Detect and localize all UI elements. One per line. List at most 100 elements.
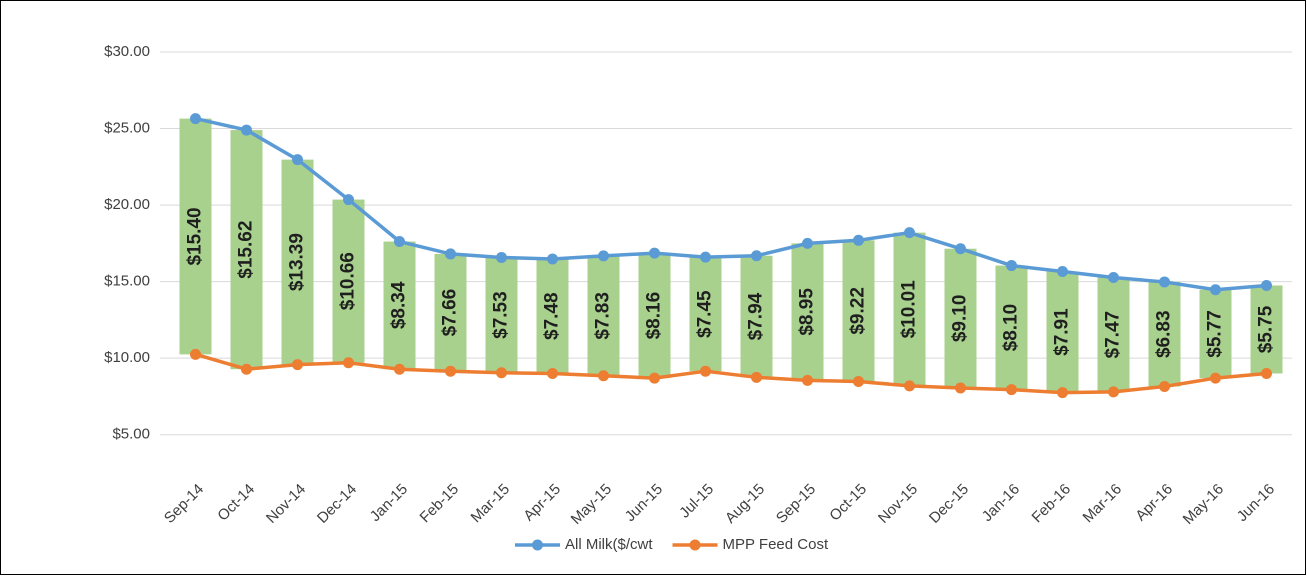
series-marker	[1057, 266, 1068, 278]
y-tick-label: $25.00	[104, 120, 150, 137]
series-marker	[394, 236, 405, 248]
series-marker	[292, 154, 303, 166]
series-marker	[1210, 284, 1221, 296]
series-marker	[955, 243, 966, 255]
value-label: $13.39	[287, 233, 308, 291]
series-marker	[292, 359, 303, 371]
margin-bar	[179, 118, 212, 355]
value-label: $6.83	[1154, 310, 1175, 358]
series-marker	[700, 365, 711, 377]
y-tick-label: $10.00	[104, 349, 150, 366]
value-label: $7.91	[1052, 308, 1073, 356]
series-marker	[547, 367, 558, 379]
value-label: $7.47	[1103, 311, 1124, 359]
series-marker	[1159, 381, 1170, 393]
margin-bar	[740, 255, 773, 378]
legend-label: MPP Feed Cost	[723, 536, 829, 553]
series-marker	[1108, 272, 1119, 284]
value-label: $7.53	[491, 291, 512, 339]
series-marker	[904, 380, 915, 392]
series-marker	[649, 372, 660, 384]
series-marker	[1006, 384, 1017, 396]
series-marker	[1057, 387, 1068, 399]
series-marker	[1108, 386, 1119, 398]
margin-bar	[1046, 271, 1079, 393]
series-marker	[1006, 260, 1017, 272]
margin-bar	[1199, 289, 1232, 379]
margin-bar	[791, 243, 824, 381]
series-marker	[598, 250, 609, 262]
series-marker	[700, 251, 711, 263]
y-tick-label: $20.00	[104, 196, 150, 213]
series-marker	[802, 374, 813, 386]
margin-bar	[1097, 277, 1130, 392]
series-marker	[496, 251, 507, 263]
series-marker	[904, 227, 915, 239]
series-marker	[241, 124, 252, 136]
value-label: $5.77	[1205, 310, 1226, 358]
value-label: $10.66	[338, 252, 359, 310]
series-marker	[547, 253, 558, 265]
series-marker	[394, 363, 405, 375]
value-label: $7.45	[695, 290, 716, 338]
series-marker	[445, 365, 456, 377]
margin-bar	[944, 248, 977, 389]
margin-bar	[536, 258, 569, 374]
margin-bar	[281, 159, 314, 365]
series-line	[195, 352, 1267, 395]
series-marker	[496, 367, 507, 379]
value-label: $8.95	[797, 288, 818, 336]
value-label: $9.10	[950, 295, 971, 343]
margin-bar	[893, 232, 926, 386]
margin-bar	[995, 265, 1028, 390]
series-marker	[853, 375, 864, 387]
margin-bar	[689, 257, 722, 372]
series-marker	[343, 194, 354, 206]
series-marker	[598, 370, 609, 382]
legend-label: All Milk($/cwt	[565, 536, 653, 553]
margin-bar	[230, 130, 263, 370]
legend-marker	[689, 539, 701, 551]
series-marker	[649, 247, 660, 259]
series-marker	[751, 250, 762, 262]
legend-marker	[532, 539, 543, 551]
margin-bar	[1148, 281, 1181, 387]
series-marker	[853, 234, 864, 246]
margin-bar	[638, 253, 671, 379]
margin-bar	[434, 253, 467, 372]
value-label: $5.75	[1256, 305, 1277, 353]
margin-bar	[485, 257, 518, 373]
series-marker	[445, 248, 456, 260]
series-marker	[1261, 367, 1272, 379]
series-line	[195, 116, 1267, 292]
value-label: $15.62	[236, 221, 257, 279]
value-label: $15.40	[185, 207, 206, 265]
value-label: $8.16	[644, 292, 665, 340]
value-label: $8.34	[389, 281, 410, 329]
series-marker	[1261, 279, 1272, 291]
value-label: $10.01	[899, 280, 920, 339]
series-marker	[343, 357, 354, 369]
series-marker	[955, 382, 966, 394]
series-marker	[802, 237, 813, 249]
margin-bar	[1250, 285, 1283, 374]
y-tick-label: $5.00	[112, 426, 150, 443]
series-marker	[190, 348, 201, 360]
series-marker	[241, 363, 252, 375]
value-label: $7.66	[440, 289, 461, 337]
margin-bar	[332, 199, 365, 363]
y-tick-label: $30.00	[104, 43, 150, 60]
series-marker	[1210, 372, 1221, 384]
value-label: $7.48	[542, 292, 563, 340]
value-label: $9.22	[848, 287, 869, 335]
value-label: $7.83	[593, 292, 614, 340]
series-marker	[190, 113, 201, 125]
y-tick-label: $15.00	[104, 273, 150, 290]
margin-bar	[842, 240, 875, 382]
margin-bar	[383, 241, 416, 370]
margin-bar	[587, 255, 620, 376]
series-marker	[1159, 276, 1170, 288]
value-label: $7.94	[746, 292, 767, 340]
value-label: $8.10	[1001, 304, 1022, 352]
